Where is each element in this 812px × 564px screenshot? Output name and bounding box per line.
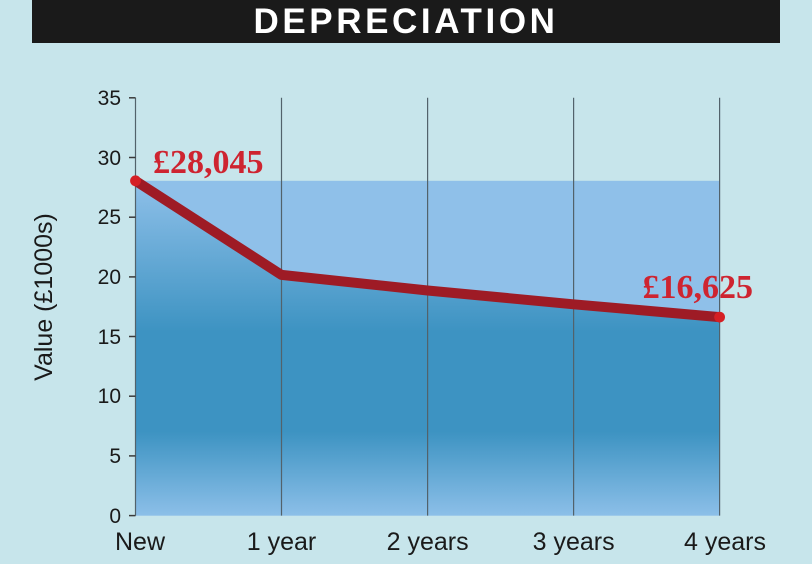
svg-text:1 year: 1 year — [247, 528, 316, 556]
svg-text:5: 5 — [109, 445, 121, 468]
svg-text:35: 35 — [98, 87, 121, 110]
svg-text:10: 10 — [98, 385, 121, 408]
svg-text:3 years: 3 years — [533, 528, 615, 556]
svg-text:£16,625: £16,625 — [643, 269, 754, 306]
svg-text:20: 20 — [98, 266, 121, 289]
svg-text:0: 0 — [109, 505, 121, 528]
svg-text:4 years: 4 years — [684, 528, 766, 556]
svg-text:New: New — [115, 528, 166, 556]
svg-text:15: 15 — [98, 326, 121, 349]
svg-text:Value (£1000s): Value (£1000s) — [30, 213, 58, 381]
svg-text:25: 25 — [98, 206, 121, 229]
svg-text:30: 30 — [98, 147, 121, 170]
svg-text:£28,045: £28,045 — [153, 144, 264, 181]
svg-text:2 years: 2 years — [387, 528, 469, 556]
